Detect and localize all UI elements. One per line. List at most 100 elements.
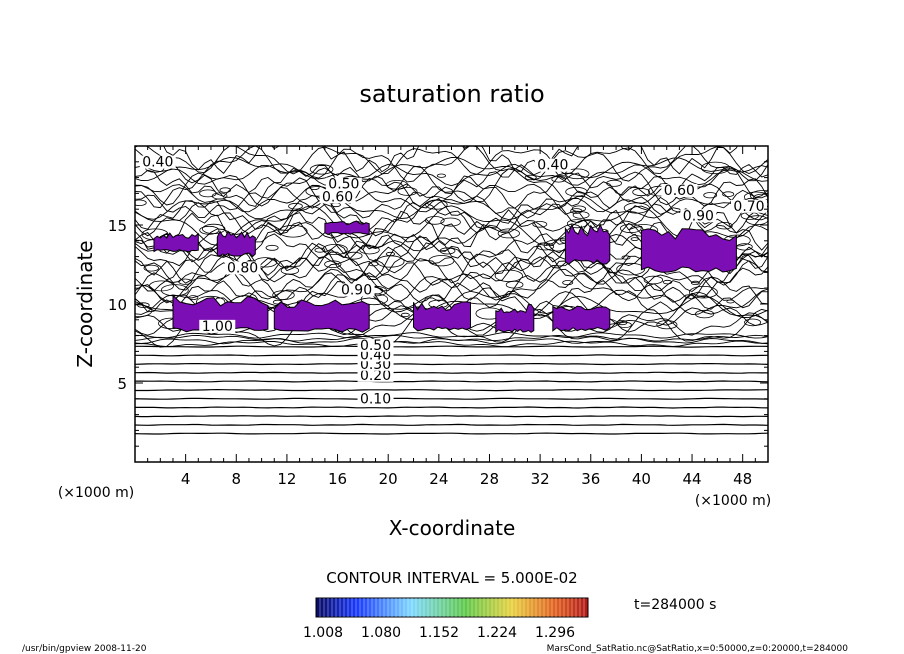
- contour-cell: [606, 179, 622, 187]
- contour-cell: [494, 269, 523, 282]
- contour-label-bg: [325, 177, 362, 191]
- colorbar-tick-label: 1.080: [361, 625, 401, 641]
- x-tick-label: 32: [531, 470, 550, 488]
- colorbar-tick-label: 1.296: [535, 625, 575, 641]
- contour-cell: [532, 221, 548, 228]
- contour-line: [135, 406, 768, 409]
- contour-label: 0.60: [664, 183, 695, 199]
- contour-line: [163, 146, 738, 175]
- contour-cell: [178, 278, 192, 285]
- x-axis-ticks: 4 8 12 16 20 24 28 32 36 40 44 48: [134, 146, 769, 488]
- contour-cell: [722, 191, 735, 198]
- contour-cell: [643, 275, 664, 285]
- supersaturated-region: [495, 303, 535, 334]
- x-unit-left-label: (×1000 m): [58, 485, 134, 501]
- contour-cell: [385, 251, 395, 257]
- contour-cell: [745, 215, 768, 226]
- contour-label-bg: [357, 368, 394, 382]
- contour-cell: [621, 255, 631, 260]
- contour-cell: [497, 228, 520, 239]
- contour-label-bg: [319, 190, 356, 204]
- contour-line: [135, 380, 768, 383]
- contour-cell: [565, 186, 588, 197]
- contour-line: [135, 146, 768, 184]
- contour-cell: [280, 266, 300, 275]
- supersaturated-region: [324, 220, 370, 236]
- contour-label: 0.20: [360, 368, 391, 384]
- supersaturated-region: [552, 305, 611, 332]
- contour-cell: [694, 309, 715, 319]
- contour-cell: [143, 264, 160, 272]
- contour-cell: [424, 216, 445, 225]
- x-axis-label: X-coordinate: [389, 516, 516, 540]
- contour-cell: [656, 320, 678, 330]
- contour-cell: [565, 168, 590, 180]
- contour-cell: [201, 223, 226, 234]
- x-tick-label: 28: [480, 470, 499, 488]
- contour-label: 0.40: [537, 158, 568, 174]
- contour-cell: [324, 260, 342, 269]
- contour-line: [135, 146, 768, 175]
- contour-line: [135, 334, 768, 342]
- contour-line: [135, 163, 768, 197]
- contour-cell: [428, 255, 455, 267]
- y-axis-ticks: 5 10 15: [108, 145, 768, 463]
- contour-label-bg: [224, 261, 261, 275]
- footer-right: MarsCond_SatRatio.nc@SatRatio,x=0:50000,…: [547, 644, 849, 654]
- colorbar-tick-label: 1.224: [477, 625, 517, 641]
- contour-line: [135, 186, 768, 219]
- contour-cell: [322, 243, 348, 255]
- x-tick-label: 12: [277, 470, 296, 488]
- footer-left: /usr/bin/gpview 2008-11-20: [22, 644, 147, 654]
- contour-cell: [701, 161, 730, 175]
- contour-cell: [160, 284, 189, 297]
- contour-cell: [135, 199, 147, 206]
- colorbar-stripes: [319, 598, 585, 617]
- contour-line: [135, 397, 768, 400]
- contour-line: [135, 174, 768, 209]
- x-tick-label: 48: [733, 470, 752, 488]
- x-tick-label: 20: [379, 470, 398, 488]
- contour-cell: [616, 262, 646, 276]
- contour-cell: [630, 237, 639, 242]
- contour-label: 1.00: [202, 319, 233, 335]
- contour-cell: [439, 247, 456, 255]
- contour-line: [135, 268, 768, 302]
- contour-cell: [566, 219, 588, 229]
- contour-cell: [425, 199, 448, 210]
- contour-cell: [199, 225, 220, 235]
- contour-line: [135, 196, 768, 231]
- contour-line: [135, 163, 768, 187]
- supersaturated-regions: [153, 220, 737, 334]
- contour-cell: [662, 279, 673, 285]
- y-tick-label: 10: [108, 296, 127, 314]
- contour-cell: [345, 251, 363, 260]
- contour-label-bg: [661, 183, 698, 197]
- contour-line: [135, 332, 768, 339]
- contour-cell: [618, 321, 632, 328]
- contour-line: [135, 195, 768, 221]
- contour-cell: [314, 247, 326, 253]
- contour-cell: [188, 295, 199, 301]
- contour-cell: [744, 318, 762, 327]
- contour-cell: [211, 192, 228, 200]
- x-tick-label: 40: [632, 470, 651, 488]
- contour-cell: [551, 175, 566, 183]
- contour-label: 0.90: [341, 283, 372, 299]
- contour-cell: [440, 217, 461, 227]
- contour-line: [135, 308, 768, 348]
- contour-cell: [137, 302, 150, 309]
- contour-line: [135, 156, 768, 182]
- contour-cell: [505, 280, 524, 289]
- x-tick-label: 16: [328, 470, 347, 488]
- colorbar-tick-labels: 1.008 1.080 1.152 1.224 1.296: [303, 625, 575, 641]
- contour-label-bg: [731, 199, 768, 213]
- contour-lines: [135, 146, 768, 435]
- contour-label: 0.90: [683, 208, 714, 224]
- contour-line: [135, 363, 768, 366]
- contour-label: 0.50: [328, 177, 359, 193]
- contour-cell: [199, 189, 217, 198]
- contour-cell: [359, 245, 380, 255]
- contour-label: 0.80: [227, 260, 258, 276]
- contour-cell: [219, 187, 232, 193]
